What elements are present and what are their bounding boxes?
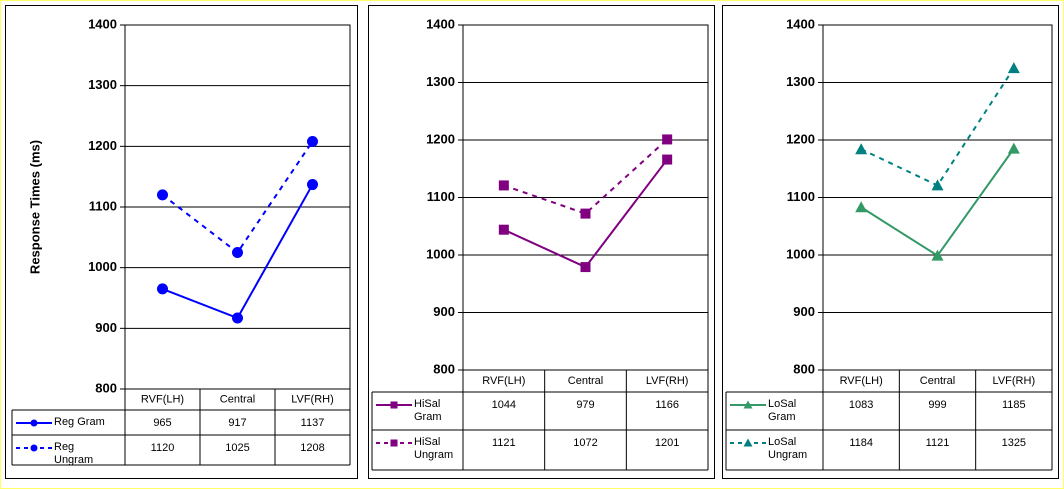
- y-tick-label: 1400: [786, 16, 815, 31]
- y-tick-label: 800: [95, 380, 117, 395]
- marker: [30, 419, 38, 427]
- table-value: 1184: [849, 437, 873, 449]
- y-tick-label: 1000: [426, 246, 455, 261]
- y-tick-label: 1300: [786, 74, 815, 89]
- marker: [662, 154, 673, 165]
- marker: [1007, 62, 1020, 74]
- x-tick-label: Central: [920, 375, 955, 387]
- y-tick-label: 1200: [88, 138, 117, 153]
- table-value: 965: [153, 417, 171, 429]
- y-tick-label: 800: [793, 361, 815, 376]
- legend-entry: LoSal Ungram: [768, 436, 808, 461]
- table-value: 1201: [655, 437, 679, 449]
- marker: [855, 143, 868, 155]
- x-tick-label: RVF(LH): [482, 375, 525, 387]
- table-value: 1072: [573, 437, 597, 449]
- marker: [931, 179, 944, 191]
- y-tick-label: 900: [433, 304, 455, 319]
- marker: [662, 134, 673, 145]
- marker: [498, 224, 509, 235]
- y-tick-label: 1400: [88, 16, 117, 31]
- x-tick-label: RVF(LH): [141, 393, 184, 405]
- legend-label: LoSal Gram: [768, 398, 797, 423]
- marker: [498, 180, 509, 191]
- table-value: 1120: [151, 442, 175, 454]
- x-tick-label: LVF(RH): [646, 375, 689, 387]
- y-tick-label: 1100: [89, 198, 117, 213]
- table-value: 1083: [849, 399, 873, 411]
- x-tick-label: LVF(RH): [291, 393, 334, 405]
- marker: [307, 179, 318, 191]
- x-tick-label: Central: [220, 393, 255, 405]
- legend-label: LoSal Ungram: [768, 436, 808, 461]
- table-value: 1208: [300, 442, 324, 454]
- y-tick-label: 900: [95, 320, 117, 335]
- legend-entry: HiSal Ungram: [414, 436, 454, 461]
- table-value: 1137: [301, 417, 325, 429]
- marker: [232, 247, 243, 258]
- y-tick-label: 900: [793, 304, 815, 319]
- y-tick-label: 1300: [88, 77, 117, 92]
- table-value: 1121: [492, 437, 516, 449]
- y-tick-label: 800: [433, 361, 455, 376]
- table-value: 1121: [926, 437, 950, 449]
- table-value: 1185: [1002, 399, 1026, 411]
- table-value: 1044: [492, 399, 516, 411]
- marker: [30, 444, 38, 452]
- y-tick-label: 1000: [88, 259, 117, 274]
- marker: [855, 201, 868, 213]
- marker: [1007, 142, 1020, 154]
- y-tick-label: 1000: [786, 246, 815, 261]
- table-value: 1325: [1002, 437, 1026, 449]
- panel-border: [5, 5, 358, 479]
- legend-label: Reg Gram: [54, 416, 105, 428]
- marker: [157, 189, 168, 201]
- marker: [307, 135, 318, 147]
- legend-label: Reg Ungram: [54, 441, 94, 466]
- y-tick-label: 1400: [426, 16, 455, 31]
- panel-border: [368, 5, 715, 479]
- marker: [390, 401, 398, 409]
- marker: [743, 400, 753, 409]
- y-tick-label: 1100: [787, 189, 815, 204]
- x-tick-label: RVF(LH): [840, 375, 883, 387]
- marker: [743, 438, 753, 447]
- legend-label: HiSal Gram: [414, 398, 442, 423]
- legend-label: HiSal Ungram: [414, 436, 454, 461]
- table-value: 1025: [225, 442, 249, 454]
- legend-entry: HiSal Gram: [414, 398, 442, 423]
- marker: [232, 312, 243, 324]
- marker: [580, 208, 591, 219]
- y-tick-label: 1200: [426, 131, 455, 146]
- y-axis-label: Response Times (ms): [27, 140, 42, 274]
- table-value: 999: [928, 399, 946, 411]
- table-value: 1166: [655, 399, 679, 411]
- marker: [157, 283, 168, 295]
- y-tick-label: 1100: [427, 189, 455, 204]
- marker: [931, 249, 944, 261]
- y-tick-label: 1200: [786, 131, 815, 146]
- x-tick-label: Central: [568, 375, 603, 387]
- y-tick-label: 1300: [426, 74, 455, 89]
- table-value: 979: [576, 399, 594, 411]
- legend-entry: Reg Gram: [54, 416, 105, 428]
- marker: [390, 439, 398, 447]
- table-value: 917: [228, 417, 246, 429]
- legend-entry: LoSal Gram: [768, 398, 797, 423]
- marker: [580, 262, 591, 273]
- legend-entry: Reg Ungram: [54, 441, 94, 466]
- x-tick-label: LVF(RH): [993, 375, 1036, 387]
